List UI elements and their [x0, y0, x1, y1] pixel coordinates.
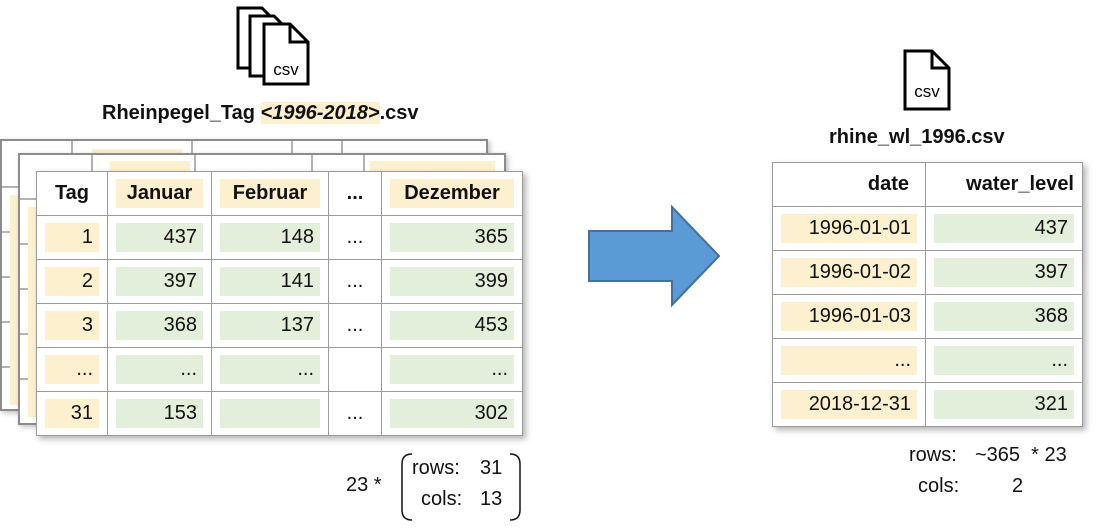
- rows-label: rows:: [909, 444, 957, 466]
- table-cell: ...: [107, 347, 212, 392]
- table-cell: 31: [36, 391, 108, 436]
- table-cell: 3: [36, 303, 108, 348]
- table-cell: 153: [107, 391, 212, 436]
- cols-label: cols:: [421, 488, 463, 510]
- table-cell: 1996-01-02: [772, 250, 926, 295]
- table-cell: ...: [925, 338, 1083, 383]
- table-cell: 137: [211, 303, 329, 348]
- rows-value: ~365 * 23: [975, 444, 1067, 466]
- table-cell: [211, 391, 329, 436]
- cols-value: 13: [480, 488, 503, 510]
- table-cell: 321: [925, 382, 1083, 427]
- table-cell: 2: [36, 259, 108, 304]
- table-row: 1996-01-02 397: [772, 250, 1083, 295]
- table-cell: [328, 347, 382, 392]
- table-row: 2018-12-31 321: [772, 382, 1083, 427]
- rows-label: rows:: [412, 457, 460, 479]
- target-file-title: rhine_wl_1996.csv: [829, 126, 1005, 148]
- table-cell: 368: [107, 303, 212, 348]
- header-cell: Februar: [211, 171, 329, 216]
- table-row: 1996-01-01 437: [772, 206, 1083, 251]
- source-file-title: Rheinpegel_Tag <1996-2018>.csv: [102, 102, 419, 124]
- cols-label: cols:: [918, 475, 960, 497]
- table-cell: 148: [211, 215, 329, 260]
- table-cell: ...: [328, 303, 382, 348]
- transform-arrow-icon: [588, 204, 721, 308]
- table-cell: 1: [36, 215, 108, 260]
- year-range: <1996-2018>: [260, 102, 380, 124]
- cols-value: 2: [1012, 475, 1024, 497]
- table-cell: 2018-12-31: [772, 382, 926, 427]
- header-cell: water_level: [925, 162, 1083, 207]
- dims-bracket: [401, 453, 521, 521]
- table-cell: ...: [328, 259, 382, 304]
- csv-files-stack-icon: csv: [236, 6, 310, 86]
- table-cell: 399: [381, 259, 523, 304]
- table-cell: 397: [925, 250, 1083, 295]
- table-cell: 1996-01-01: [772, 206, 926, 251]
- table-cell: 453: [381, 303, 523, 348]
- table-cell: 141: [211, 259, 329, 304]
- table-cell: ...: [381, 347, 523, 392]
- header-cell: Dezember: [381, 171, 523, 216]
- table-cell: 365: [381, 215, 523, 260]
- table-row: ... ...: [772, 338, 1083, 383]
- source-wide-table: Tag Januar Februar ... Dezember 1 437 14…: [36, 171, 523, 436]
- table-cell: 368: [925, 294, 1083, 339]
- table-cell: 1996-01-03: [772, 294, 926, 339]
- header-cell: Januar: [107, 171, 212, 216]
- table-cell: ...: [211, 347, 329, 392]
- table-cell: 437: [107, 215, 212, 260]
- table-row: 1996-01-03 368: [772, 294, 1083, 339]
- table-row: 2 397 141 ... 399: [36, 259, 523, 304]
- table-row: 31 153 ... 302: [36, 391, 523, 436]
- csv-icon-label: csv: [273, 60, 299, 79]
- table-cell: ...: [772, 338, 926, 383]
- target-long-table: date water_level 1996-01-01 437 1996-01-…: [772, 162, 1083, 427]
- table-cell: 302: [381, 391, 523, 436]
- rows-value: 31: [480, 457, 503, 479]
- table-header-row: Tag Januar Februar ... Dezember: [36, 171, 523, 216]
- table-header-row: date water_level: [772, 162, 1083, 207]
- table-row: 3 368 137 ... 453: [36, 303, 523, 348]
- stack-multiplier: 23 *: [346, 474, 382, 496]
- header-cell: Tag: [36, 171, 108, 216]
- table-cell: 437: [925, 206, 1083, 251]
- csv-icon-label: csv: [914, 82, 940, 101]
- header-cell: date: [772, 162, 926, 207]
- table-cell: ...: [328, 391, 382, 436]
- table-row: 1 437 148 ... 365: [36, 215, 523, 260]
- table-cell: 397: [107, 259, 212, 304]
- table-row: ... ... ... ...: [36, 347, 523, 392]
- header-cell: ...: [328, 171, 382, 216]
- csv-file-icon: csv: [903, 49, 951, 111]
- table-cell: ...: [328, 215, 382, 260]
- table-cell: ...: [36, 347, 108, 392]
